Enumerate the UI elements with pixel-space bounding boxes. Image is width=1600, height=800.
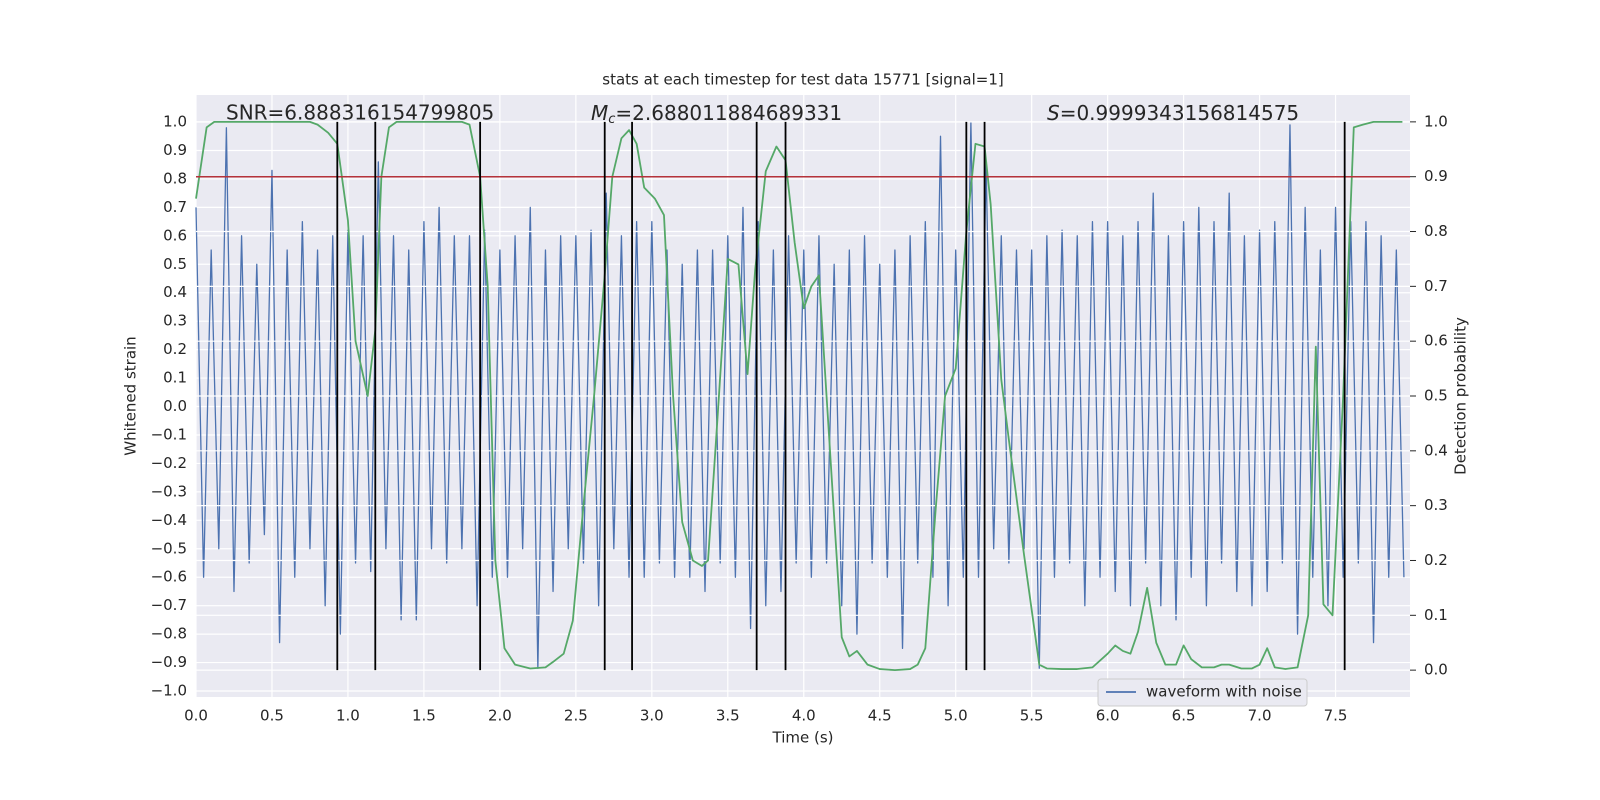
x-tick-label: 0.0 — [184, 707, 208, 725]
y-tick-label: 0.2 — [163, 340, 187, 358]
y-tick-label: −0.3 — [151, 482, 187, 500]
x-tick-label: 4.5 — [868, 707, 892, 725]
annotation-value: =0.9999343156814575 — [1060, 101, 1299, 125]
y2-axis-label: Detection probability — [1452, 317, 1470, 475]
series-line — [195, 120, 1403, 672]
legend: waveform with noise — [1097, 678, 1308, 707]
y-tick-label: −0.8 — [151, 625, 187, 643]
y2-tick-label: 0.6 — [1424, 332, 1448, 350]
x-tick-label: 1.5 — [412, 707, 436, 725]
y2-tick-label: 0.2 — [1424, 551, 1448, 569]
x-tick-label: 7.5 — [1324, 707, 1348, 725]
y-tick-label: 0.7 — [163, 198, 187, 216]
y-axis-label: Whitened strain — [122, 336, 140, 455]
annotation-symbol: S — [1047, 101, 1060, 125]
x-tick-label: 7.0 — [1248, 707, 1272, 725]
y2-tick-label: 0.0 — [1424, 661, 1448, 679]
y2-tick-label: 0.7 — [1424, 277, 1448, 295]
annotation: Mc=2.688011884689331 — [591, 101, 842, 127]
y-tick-label: 0.4 — [163, 283, 187, 301]
annotation-value: =2.688011884689331 — [615, 101, 842, 125]
x-tick-label: 3.0 — [640, 707, 664, 725]
x-tick-label: 1.0 — [336, 707, 360, 725]
y-tick-label: −1.0 — [151, 682, 187, 700]
annotation-symbol: M — [591, 101, 608, 125]
chart-title: stats at each timestep for test data 157… — [602, 71, 1003, 89]
y2-tick-label: 1.0 — [1424, 112, 1448, 130]
y2-tick-label: 0.5 — [1424, 387, 1448, 405]
x-tick-label: 2.5 — [564, 707, 588, 725]
legend-box — [1097, 678, 1308, 707]
y-tick-label: −0.1 — [151, 425, 187, 443]
series-line — [195, 121, 1405, 669]
x-tick-label: 4.0 — [792, 707, 816, 725]
y2-tick-label: 0.8 — [1424, 222, 1448, 240]
x-tick-label: 3.5 — [716, 707, 740, 725]
y-tick-label: −0.2 — [151, 454, 187, 472]
y-tick-label: −0.7 — [151, 596, 187, 614]
annotation-subscript: c — [608, 112, 615, 127]
y-tick-label: −0.4 — [151, 511, 187, 529]
annotation: S=0.9999343156814575 — [1047, 101, 1299, 125]
y-tick-label: 0.1 — [163, 369, 187, 387]
y-tick-label: 1.0 — [163, 113, 187, 131]
y-tick-label: 0.3 — [163, 312, 187, 330]
y2-tick-label: 0.4 — [1424, 441, 1448, 459]
y-tick-label: −0.6 — [151, 568, 187, 586]
waveform-layer — [195, 121, 1405, 669]
y-tick-label: 0.8 — [163, 169, 187, 187]
y-tick-label: −0.5 — [151, 539, 187, 557]
x-tick-label: 6.5 — [1172, 707, 1196, 725]
y2-tick-label: 0.3 — [1424, 496, 1448, 514]
y-tick-label: 0.5 — [163, 255, 187, 273]
annotation: SNR=6.888316154799805 — [226, 101, 494, 125]
legend-label: waveform with noise — [1146, 683, 1302, 701]
y-tick-label: 0.9 — [163, 141, 187, 159]
x-tick-label: 5.5 — [1020, 707, 1044, 725]
x-tick-label: 6.0 — [1096, 707, 1120, 725]
x-tick-label: 2.0 — [488, 707, 512, 725]
y2-tick-label: 0.1 — [1424, 606, 1448, 624]
y-tick-label: 0.0 — [163, 397, 187, 415]
y2-tick-label: 0.9 — [1424, 167, 1448, 185]
y-tick-label: 0.6 — [163, 226, 187, 244]
y-tick-label: −0.9 — [151, 653, 187, 671]
x-tick-label: 5.0 — [944, 707, 968, 725]
x-axis-label: Time (s) — [772, 729, 834, 747]
x-tick-label: 0.5 — [260, 707, 284, 725]
